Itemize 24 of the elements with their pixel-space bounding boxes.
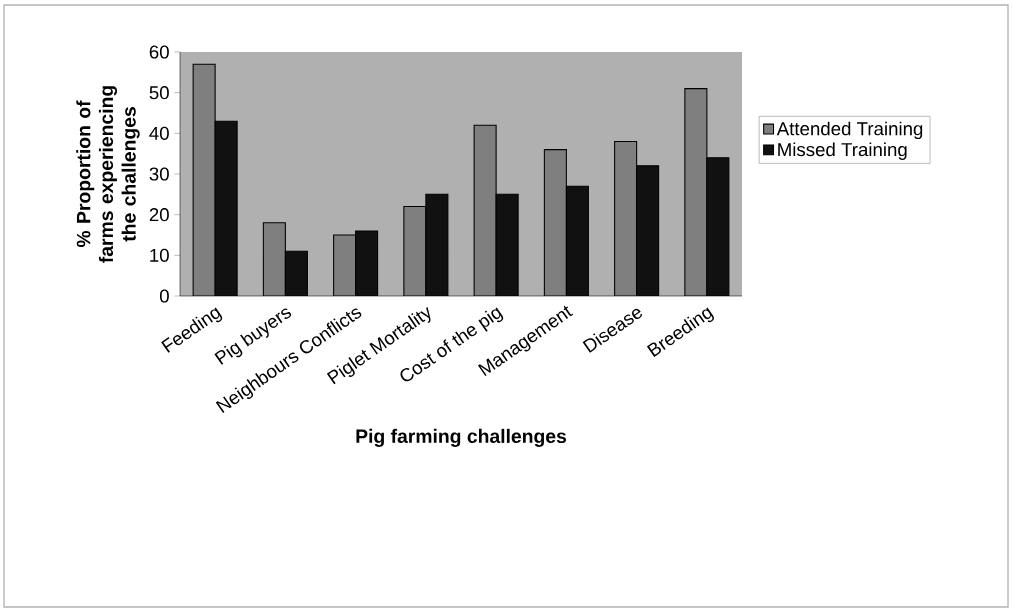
bar bbox=[192, 63, 216, 296]
bar bbox=[684, 88, 708, 296]
bar bbox=[284, 250, 308, 296]
y-tick-label: 0 bbox=[159, 289, 169, 303]
y-tick-label: 60 bbox=[149, 45, 169, 59]
y-tick-label: 40 bbox=[149, 126, 169, 140]
y-tick-label: 50 bbox=[149, 86, 169, 100]
bar bbox=[262, 222, 286, 296]
bar bbox=[565, 185, 589, 296]
bar bbox=[614, 140, 638, 296]
y-tick-label: 20 bbox=[149, 208, 169, 222]
y-axis-title: % Proportion of farms experiencing the challenges bbox=[76, 86, 140, 263]
bar bbox=[214, 120, 238, 296]
legend-label: Missed Training bbox=[778, 142, 907, 160]
y-tick-label: 30 bbox=[149, 167, 169, 181]
bar bbox=[543, 149, 567, 296]
bar bbox=[355, 230, 379, 296]
bar bbox=[333, 234, 357, 296]
bar bbox=[636, 165, 660, 296]
legend-label: Attended Training bbox=[776, 121, 923, 140]
bar bbox=[706, 157, 730, 296]
y-tick-label: 10 bbox=[150, 248, 169, 262]
x-axis-title: Pig farming challenges bbox=[356, 428, 567, 447]
bar bbox=[473, 124, 497, 296]
